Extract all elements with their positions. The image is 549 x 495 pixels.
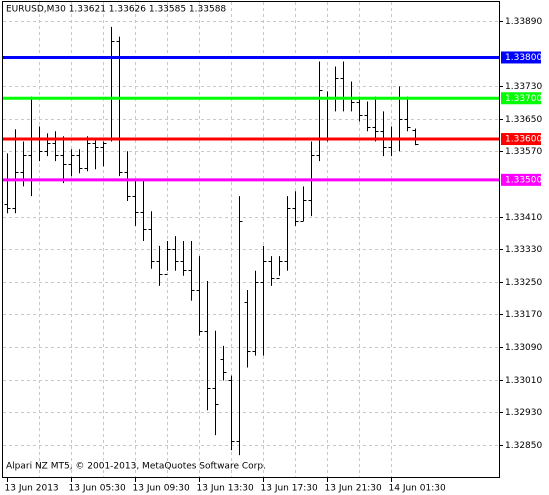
y-tick-label: 1.33330 [505,245,542,255]
copyright: Alpari NZ MT5, © 2001-2013, MetaQuotes S… [6,462,266,472]
x-tick-label: 13 Jun 05:30 [69,484,126,494]
y-tick-label: 1.33090 [505,343,542,353]
level-label: 1.33700 [505,94,542,104]
x-tick-label: 13 Jun 17:30 [261,484,318,494]
x-tick-label: 14 Jun 01:30 [389,484,446,494]
level-label-box [501,51,541,64]
chart-title: EURUSD,M30 1.33621 1.33626 1.33585 1.335… [6,5,226,15]
plot-frame [2,1,500,478]
x-tick-label: 13 Jun 09:30 [133,484,190,494]
level-label-box [501,173,541,186]
level-label-box [501,133,541,146]
x-tick-label: 13 Jun 13:30 [197,484,254,494]
x-tick-label: 13 Jun 2013 [5,484,59,494]
y-tick-label: 1.33890 [505,17,542,27]
level-label: 1.33600 [505,135,542,145]
y-tick-label: 1.33010 [505,376,542,386]
y-tick-label: 1.33570 [505,147,542,157]
level-label: 1.33800 [505,53,542,63]
y-tick-label: 1.33170 [505,310,542,320]
level-label-box [501,92,541,105]
y-tick-label: 1.32930 [505,408,542,418]
y-tick-label: 1.32850 [505,441,542,451]
y-tick-label: 1.33250 [505,278,542,288]
level-label: 1.33500 [505,175,542,185]
y-tick-label: 1.33730 [505,82,542,92]
x-tick-label: 13 Jun 21:30 [325,484,382,494]
y-tick-label: 1.33650 [505,115,542,125]
y-tick-label: 1.33410 [505,213,542,223]
